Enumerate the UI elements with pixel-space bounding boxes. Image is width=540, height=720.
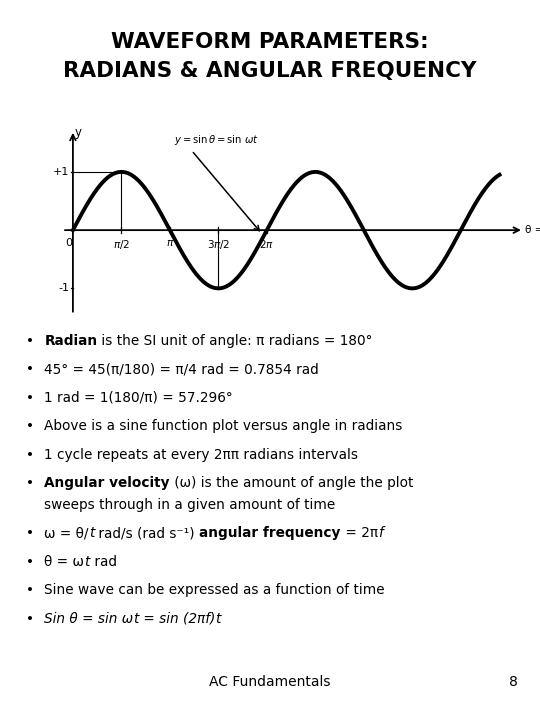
Text: •: • — [26, 362, 34, 377]
Text: Sine wave can be expressed as a function of time: Sine wave can be expressed as a function… — [44, 583, 385, 597]
Text: Radian: Radian — [44, 334, 97, 348]
Text: WAVEFORM PARAMETERS:: WAVEFORM PARAMETERS: — [111, 32, 429, 53]
Text: $\pi$: $\pi$ — [166, 238, 174, 248]
Text: θ = ωt rad: θ = ωt rad — [525, 225, 540, 235]
Text: RADIANS & ANGULAR FREQUENCY: RADIANS & ANGULAR FREQUENCY — [63, 61, 477, 81]
Text: 1 rad = 1(180/π) = 57.296°: 1 rad = 1(180/π) = 57.296° — [44, 391, 233, 405]
Text: t: t — [215, 612, 220, 626]
Text: t: t — [133, 612, 139, 626]
Text: rad: rad — [90, 554, 117, 569]
Text: $y = \sin\theta = \sin\,\omega t$: $y = \sin\theta = \sin\,\omega t$ — [174, 133, 259, 148]
Text: •: • — [26, 391, 34, 405]
Text: 8: 8 — [509, 675, 517, 689]
Text: Sin θ = sin ω: Sin θ = sin ω — [44, 612, 133, 626]
Text: t: t — [84, 554, 90, 569]
Text: 0: 0 — [65, 238, 72, 248]
Text: •: • — [26, 419, 34, 433]
Text: $2\pi$: $2\pi$ — [259, 238, 274, 250]
Text: $\pi/2$: $\pi/2$ — [113, 238, 130, 251]
Text: -1: -1 — [58, 284, 69, 293]
Text: $3\pi/2$: $3\pi/2$ — [207, 238, 230, 251]
Text: •: • — [26, 477, 34, 490]
Text: •: • — [26, 583, 34, 597]
Text: •: • — [26, 334, 34, 348]
Text: •: • — [26, 448, 34, 462]
Text: θ = ω: θ = ω — [44, 554, 84, 569]
Text: 45° = 45(π/180) = π/4 rad = 0.7854 rad: 45° = 45(π/180) = π/4 rad = 0.7854 rad — [44, 362, 319, 377]
Text: t: t — [89, 526, 94, 540]
Text: •: • — [26, 526, 34, 540]
Text: AC Fundamentals: AC Fundamentals — [210, 675, 330, 689]
Text: Above is a sine function plot versus angle in radians: Above is a sine function plot versus ang… — [44, 419, 403, 433]
Text: 1 cycle repeats at every 2ππ radians intervals: 1 cycle repeats at every 2ππ radians int… — [44, 448, 358, 462]
Text: •: • — [26, 554, 34, 569]
Text: ω = θ/: ω = θ/ — [44, 526, 89, 540]
Text: = sin (2πf): = sin (2πf) — [139, 612, 215, 626]
Text: sweeps through in a given amount of time: sweeps through in a given amount of time — [44, 498, 335, 512]
Text: f: f — [377, 526, 382, 540]
Text: = 2π: = 2π — [341, 526, 377, 540]
Text: (ω) is the amount of angle the plot: (ω) is the amount of angle the plot — [170, 477, 413, 490]
Text: •: • — [26, 612, 34, 626]
Text: Angular velocity: Angular velocity — [44, 477, 170, 490]
Text: y: y — [75, 127, 82, 140]
Text: rad/s (rad s⁻¹): rad/s (rad s⁻¹) — [94, 526, 199, 540]
Text: +1: +1 — [53, 167, 69, 177]
Text: is the SI unit of angle: π radians = 180°: is the SI unit of angle: π radians = 180… — [97, 334, 373, 348]
Text: angular frequency: angular frequency — [199, 526, 341, 540]
